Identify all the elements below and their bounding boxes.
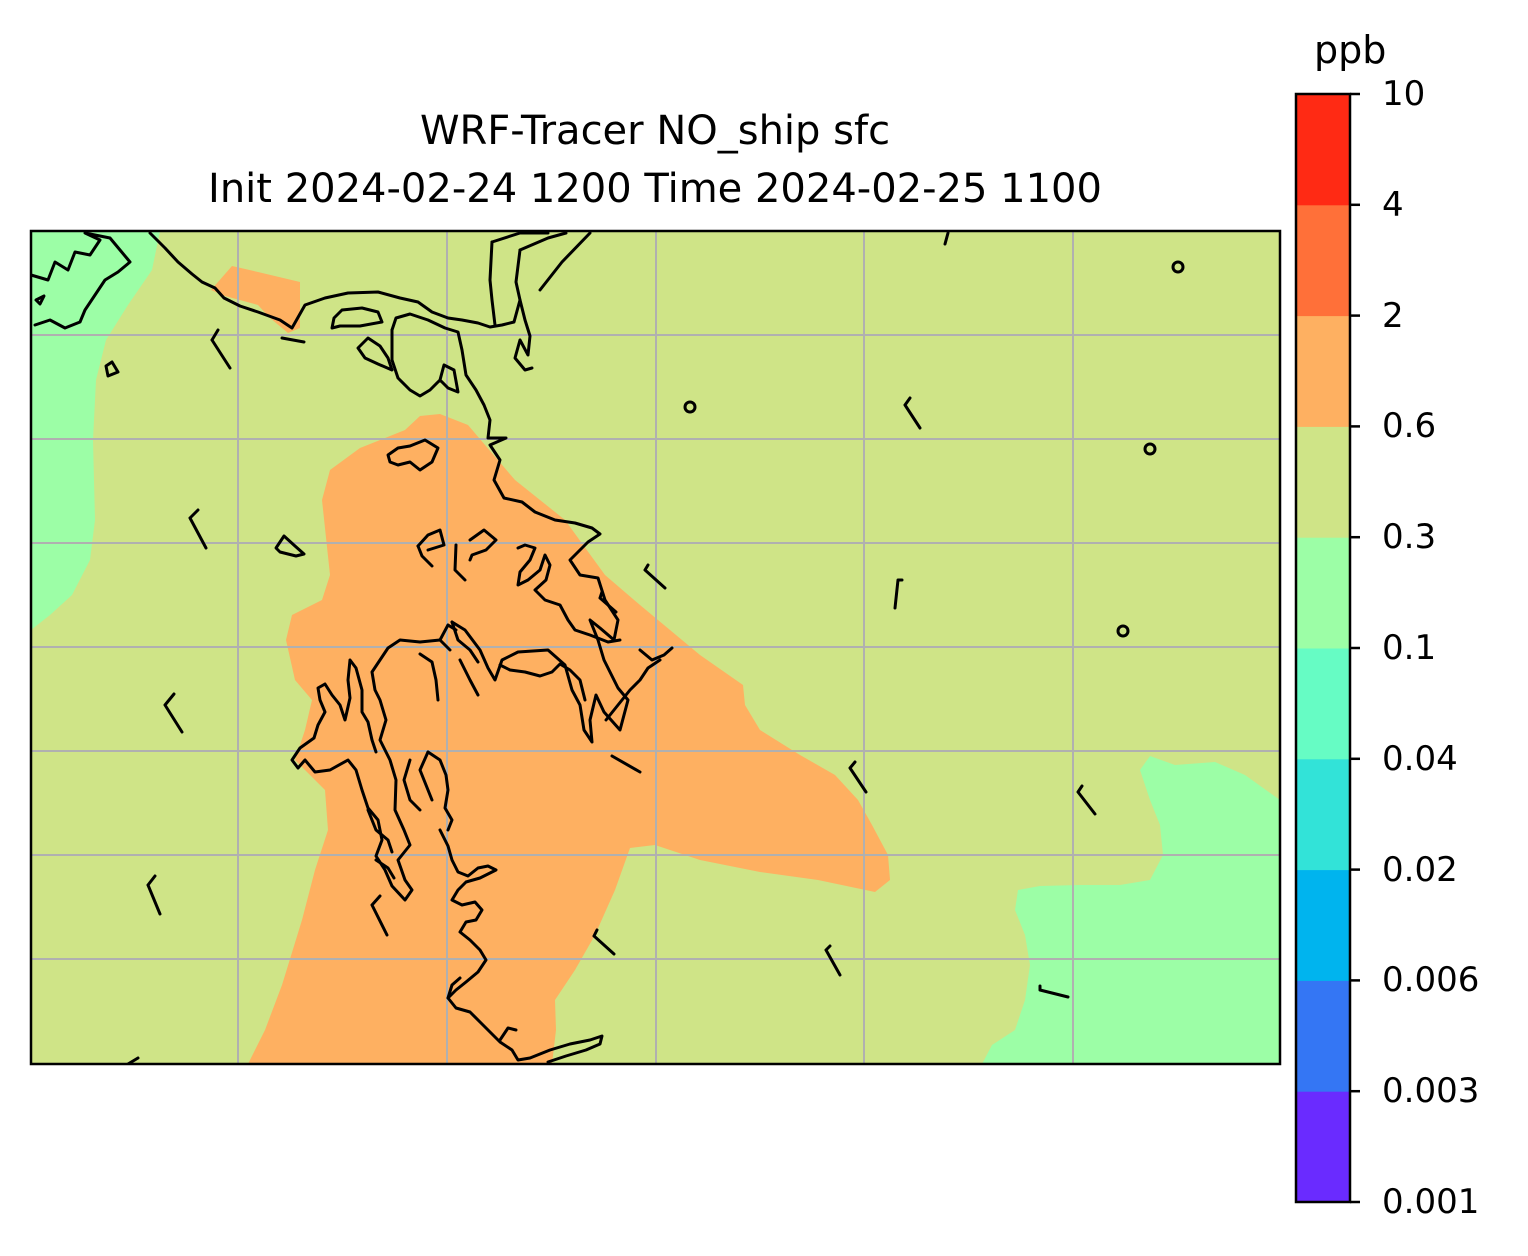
colorbar-segment [1296,980,1350,1092]
map-frame [29,229,1282,1066]
colorbar-tick-label: 0.02 [1382,849,1458,890]
colorbar-tick-label: 0.006 [1382,960,1480,1001]
colorbar-segment [1296,648,1350,760]
colorbar-tick-label: 0.003 [1382,1071,1480,1112]
colorbar-tick-label: 10 [1382,74,1426,114]
concentration-region-northwest [31,231,160,630]
colorbar-tick-label: 0.04 [1382,738,1458,779]
concentration-region-east [982,756,1280,1064]
colorbar-unit-label: ppb [1314,28,1387,72]
colorbar-segment [1296,204,1350,317]
colorbar-segment [1296,758,1350,871]
colorbar-tick-label: 0.6 [1382,406,1437,447]
concentration-region-plume [248,414,890,1064]
map-area [31,231,1280,1064]
colorbar-tick-label: 0.1 [1382,628,1437,668]
concentration-region-plume-north [211,266,300,333]
chart-title-line2: Init 2024-02-24 1200 Time 2024-02-25 110… [208,166,1102,212]
colorbar-tick-label: 0.3 [1382,517,1437,558]
colorbar-segment [1296,1091,1350,1203]
colorbar-segment [1296,537,1350,649]
colorbar-segment [1296,94,1350,206]
colorbar [1294,92,1360,1204]
colorbar-tick-label: 2 [1382,295,1404,336]
colorbar-tick-label: 0.001 [1382,1182,1480,1222]
island-markers [683,260,1185,638]
colorbar-segment [1296,426,1350,538]
colorbar-tick-label: 4 [1382,184,1404,225]
coastlines [31,231,674,1064]
colorbar-segment [1296,869,1350,981]
map-gridlines [31,231,1280,1064]
chart-title-line1: WRF-Tracer NO_ship sfc [419,108,891,154]
colorbar-segment [1296,315,1350,427]
